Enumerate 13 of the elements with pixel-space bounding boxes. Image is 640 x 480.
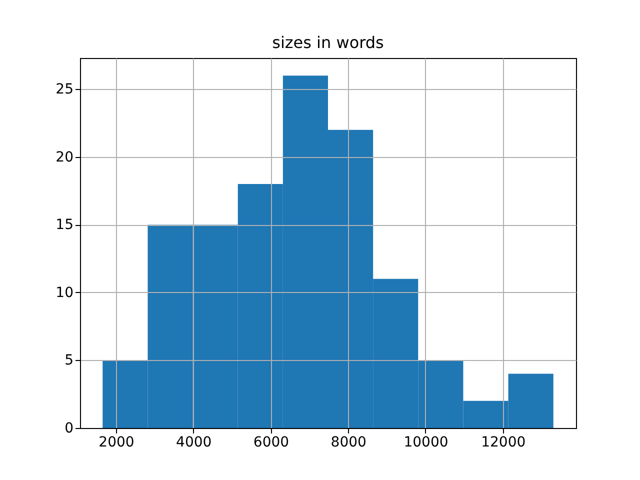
x-tick-label: 2000 — [98, 434, 134, 450]
y-tick-label: 5 — [64, 352, 74, 369]
y-tick-label: 10 — [56, 284, 74, 301]
x-tick-label: 8000 — [330, 434, 366, 450]
x-tick-label: 12000 — [481, 434, 526, 450]
chart-title: sizes in words — [272, 33, 384, 52]
y-tick-label: 15 — [56, 217, 74, 234]
y-tick-label: 0 — [64, 420, 74, 436]
y-tick-label: 20 — [56, 149, 74, 166]
x-tick-label: 10000 — [404, 434, 448, 450]
x-tick-label: 4000 — [176, 434, 212, 450]
x-tick-label: 6000 — [253, 434, 290, 450]
y-tick-label: 25 — [56, 82, 74, 98]
